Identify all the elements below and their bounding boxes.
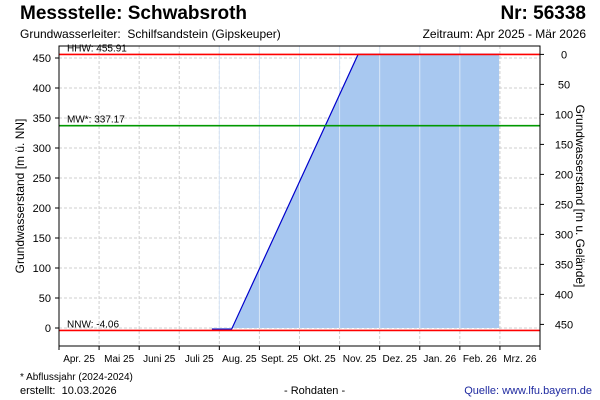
period-label: Zeitraum: Apr 2025 - Mär 2026 (422, 27, 586, 41)
y-tick-label: 150 (33, 233, 51, 245)
y-right-tick-label: 150 (555, 139, 573, 151)
y-tick-label: 100 (33, 263, 51, 275)
reference-label: NNW: -4.06 (67, 319, 119, 330)
x-tick-label: Mrz. 26 (503, 354, 537, 365)
y-right-axis-title: Grundwasserstand [m u. Gelände] (573, 105, 587, 288)
y-right-tick-label: 50 (558, 79, 570, 91)
y-tick-label: 0 (45, 323, 51, 335)
y-right-tick-label: 250 (555, 199, 573, 211)
reference-label: HHW: 455.91 (67, 43, 127, 54)
y-tick-label: 350 (33, 113, 51, 125)
source-link[interactable]: Quelle: www.lfu.bayern.de (464, 385, 592, 397)
y-tick-label: 50 (39, 293, 51, 305)
x-tick-label: Okt. 25 (303, 354, 336, 365)
y-tick-label: 200 (33, 203, 51, 215)
x-tick-label: Feb. 26 (463, 354, 497, 365)
y-tick-label: 400 (33, 83, 51, 95)
y-right-tick-label: 200 (555, 169, 573, 181)
plot-border (58, 45, 541, 347)
x-tick-label: Apr. 25 (63, 354, 95, 365)
y-axis-title: Grundwasserstand [m ü. NN] (13, 119, 27, 274)
footnote: * Abflussjahr (2024-2024) (20, 372, 133, 383)
x-tick-label: Sept. 25 (261, 354, 299, 365)
created-date: 10.03.2026 (61, 385, 117, 397)
aquifer-info: Grundwasserleiter: Schilfsandstein (Gips… (20, 27, 281, 41)
aquifer-value: Schilfsandstein (Gipskeuper) (127, 27, 281, 41)
x-tick-label: Aug. 25 (222, 354, 257, 365)
created-info: erstellt: 10.03.2026 (20, 385, 117, 397)
x-tick-label: Jan. 26 (423, 354, 456, 365)
y-right-tick-label: 350 (555, 259, 573, 271)
x-tick-label: Nov. 25 (343, 354, 377, 365)
y-right-tick-label: 450 (555, 319, 573, 331)
station-title: Messstelle: Schwabsroth (20, 3, 248, 24)
series-area (211, 54, 500, 330)
y-right-tick-label: 0 (561, 49, 567, 61)
x-tick-label: Juli 25 (185, 354, 214, 365)
reference-label: MW*: 337.17 (67, 115, 125, 126)
station-number: Nr: 56338 (500, 3, 586, 24)
y-right-tick-label: 300 (555, 229, 573, 241)
y-right-tick-label: 100 (555, 109, 573, 121)
x-tick-label: Dez. 25 (382, 354, 417, 365)
y-tick-label: 250 (33, 173, 51, 185)
aquifer-label: Grundwasserleiter: (20, 27, 121, 41)
y-right-tick-label: 400 (555, 289, 573, 301)
rawdata-label: - Rohdaten - (284, 385, 346, 397)
created-label: erstellt: (20, 385, 56, 397)
y-tick-label: 300 (33, 143, 51, 155)
x-tick-label: Juni 25 (143, 354, 176, 365)
x-tick-label: Mai 25 (104, 354, 134, 365)
y-tick-label: 450 (33, 53, 51, 65)
